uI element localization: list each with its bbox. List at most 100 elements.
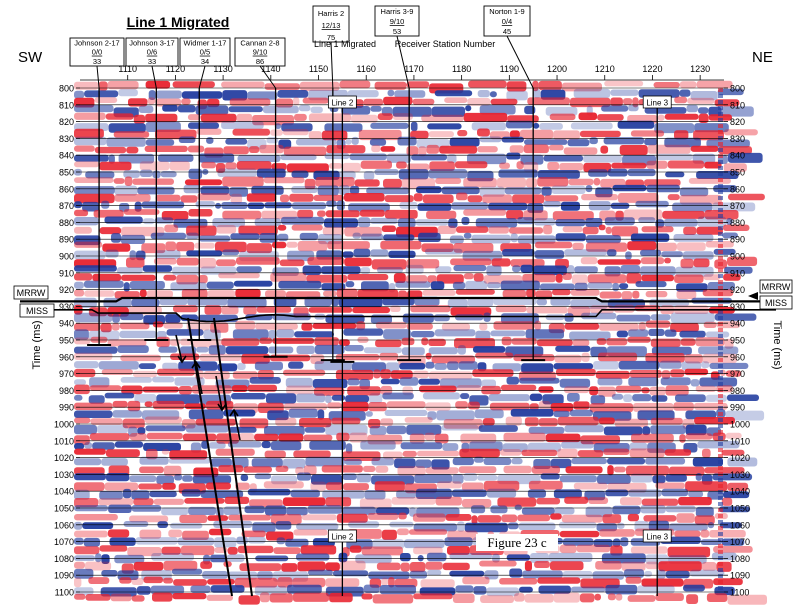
amplitude-blob (497, 497, 537, 507)
amplitude-blob (139, 161, 170, 171)
amplitude-blob (286, 163, 329, 173)
amplitude-blob (427, 275, 437, 283)
amplitude-blob (223, 146, 249, 155)
amplitude-blob (287, 584, 322, 594)
amplitude-blob (688, 178, 731, 184)
amplitude-blob (613, 466, 626, 473)
amplitude-blob (422, 392, 460, 400)
amplitude-blob (297, 561, 326, 572)
edge-trace (718, 580, 723, 584)
amplitude-blob (155, 194, 181, 202)
amplitude-blob (116, 267, 143, 274)
amplitude-blob (628, 377, 659, 387)
amplitude-blob (398, 512, 407, 520)
amplitude-blob (85, 171, 115, 179)
amplitude-blob (370, 249, 389, 257)
amplitude-blob (74, 361, 99, 369)
amplitude-blob (145, 139, 175, 146)
amplitude-blob (567, 306, 591, 317)
amplitude-blob (277, 233, 289, 242)
amplitude-blob (278, 433, 304, 442)
amplitude-blob (246, 243, 272, 254)
amplitude-blob (607, 465, 614, 476)
amplitude-blob (338, 339, 350, 346)
amplitude-blob (464, 522, 508, 533)
amplitude-blob (325, 497, 352, 507)
amplitude-blob (246, 193, 277, 202)
amplitude-blob (588, 497, 609, 504)
amplitude-blob (667, 160, 705, 169)
amplitude-blob (192, 475, 232, 484)
amplitude-blob (231, 385, 248, 392)
amplitude-blob (165, 314, 181, 323)
amplitude-blob (477, 474, 498, 481)
amplitude-blob (270, 129, 283, 136)
amplitude-blob (725, 432, 742, 439)
y-tick-label-left: 850 (59, 168, 74, 178)
amplitude-blob (138, 363, 157, 369)
amplitude-blob (123, 170, 140, 178)
amplitude-blob (111, 323, 120, 331)
edge-trace (718, 430, 723, 434)
amplitude-blob (326, 482, 343, 491)
amplitude-blob (231, 393, 266, 400)
amplitude-blob (94, 97, 118, 103)
amplitude-blob (126, 146, 139, 154)
amplitude-blob (723, 491, 750, 499)
amplitude-blob (380, 369, 391, 379)
amplitude-blob (165, 241, 177, 252)
amplitude-blob (74, 498, 99, 508)
amplitude-blob (479, 186, 505, 197)
amplitude-blob (396, 490, 416, 499)
amplitude-blob (400, 442, 443, 450)
amplitude-blob (655, 153, 693, 161)
amplitude-blob (452, 281, 466, 290)
line-tie-label: Line 3 (646, 533, 668, 542)
amplitude-blob (382, 297, 415, 306)
amplitude-blob (664, 329, 677, 337)
amplitude-blob (344, 226, 382, 237)
amplitude-blob (522, 274, 556, 283)
amplitude-blob (463, 473, 478, 481)
amplitude-blob (447, 154, 457, 164)
amplitude-blob (359, 209, 385, 217)
amplitude-blob (536, 497, 561, 505)
x-tick-label: 1230 (690, 64, 710, 74)
amplitude-blob (310, 481, 327, 491)
amplitude-blob (660, 377, 691, 386)
amplitude-blob (543, 155, 584, 162)
x-tick-label: 1120 (166, 64, 185, 74)
amplitude-blob (719, 522, 743, 529)
amplitude-blob (325, 562, 340, 571)
well-marker: Norton 1-90/445 (483, 5, 546, 362)
amplitude-blob (610, 97, 623, 107)
horizon-mrrw-label-right: MRRW (762, 282, 791, 292)
amplitude-blob (564, 249, 607, 256)
amplitude-blob (504, 187, 542, 195)
amplitude-blob (463, 209, 507, 216)
well-label-box (312, 5, 350, 43)
amplitude-blob (146, 449, 158, 460)
amplitude-blob (428, 347, 458, 355)
amplitude-blob (425, 402, 451, 411)
well-detail: 33 (93, 57, 101, 66)
edge-trace (718, 112, 723, 116)
amplitude-blob (442, 443, 459, 451)
amplitude-blob (452, 593, 475, 603)
amplitude-blob (479, 322, 488, 331)
amplitude-blob (538, 418, 558, 427)
amplitude-blob (550, 513, 562, 520)
amplitude-blob (585, 242, 628, 252)
amplitude-blob (692, 457, 723, 467)
amplitude-blob (688, 490, 704, 498)
amplitude-blob (317, 210, 326, 217)
amplitude-blob (74, 555, 96, 561)
amplitude-blob (228, 426, 257, 433)
amplitude-blob (147, 97, 156, 105)
amplitude-blob (709, 362, 749, 369)
amplitude-blob (488, 226, 509, 234)
amplitude-blob (721, 538, 745, 546)
amplitude-blob (545, 433, 581, 443)
amplitude-blob (436, 481, 462, 489)
amplitude-blob (74, 217, 99, 226)
